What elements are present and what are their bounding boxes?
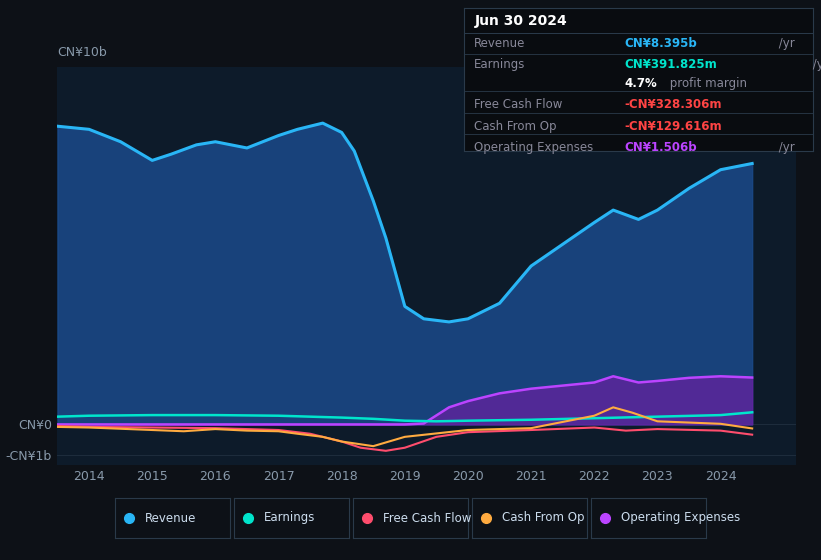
Text: Earnings: Earnings <box>475 58 525 71</box>
Text: CN¥1.506b: CN¥1.506b <box>624 141 697 154</box>
Text: Operating Expenses: Operating Expenses <box>621 511 741 525</box>
Text: CN¥10b: CN¥10b <box>57 46 108 59</box>
Text: Cash From Op: Cash From Op <box>502 511 585 525</box>
Text: -CN¥129.616m: -CN¥129.616m <box>624 120 722 133</box>
Text: CN¥391.825m: CN¥391.825m <box>624 58 717 71</box>
Text: 4.7%: 4.7% <box>624 77 657 90</box>
Text: /yr: /yr <box>809 58 821 71</box>
Text: Cash From Op: Cash From Op <box>475 120 557 133</box>
Text: CN¥8.395b: CN¥8.395b <box>624 37 697 50</box>
Text: Revenue: Revenue <box>475 37 525 50</box>
Text: Revenue: Revenue <box>144 511 196 525</box>
Text: -CN¥328.306m: -CN¥328.306m <box>624 99 722 111</box>
Text: /yr: /yr <box>775 37 795 50</box>
Text: /yr: /yr <box>775 141 795 154</box>
Text: Earnings: Earnings <box>264 511 315 525</box>
Text: profit margin: profit margin <box>667 77 747 90</box>
Text: Jun 30 2024: Jun 30 2024 <box>475 14 567 28</box>
Text: Operating Expenses: Operating Expenses <box>475 141 594 154</box>
Text: Free Cash Flow: Free Cash Flow <box>475 99 562 111</box>
Text: Free Cash Flow: Free Cash Flow <box>383 511 471 525</box>
